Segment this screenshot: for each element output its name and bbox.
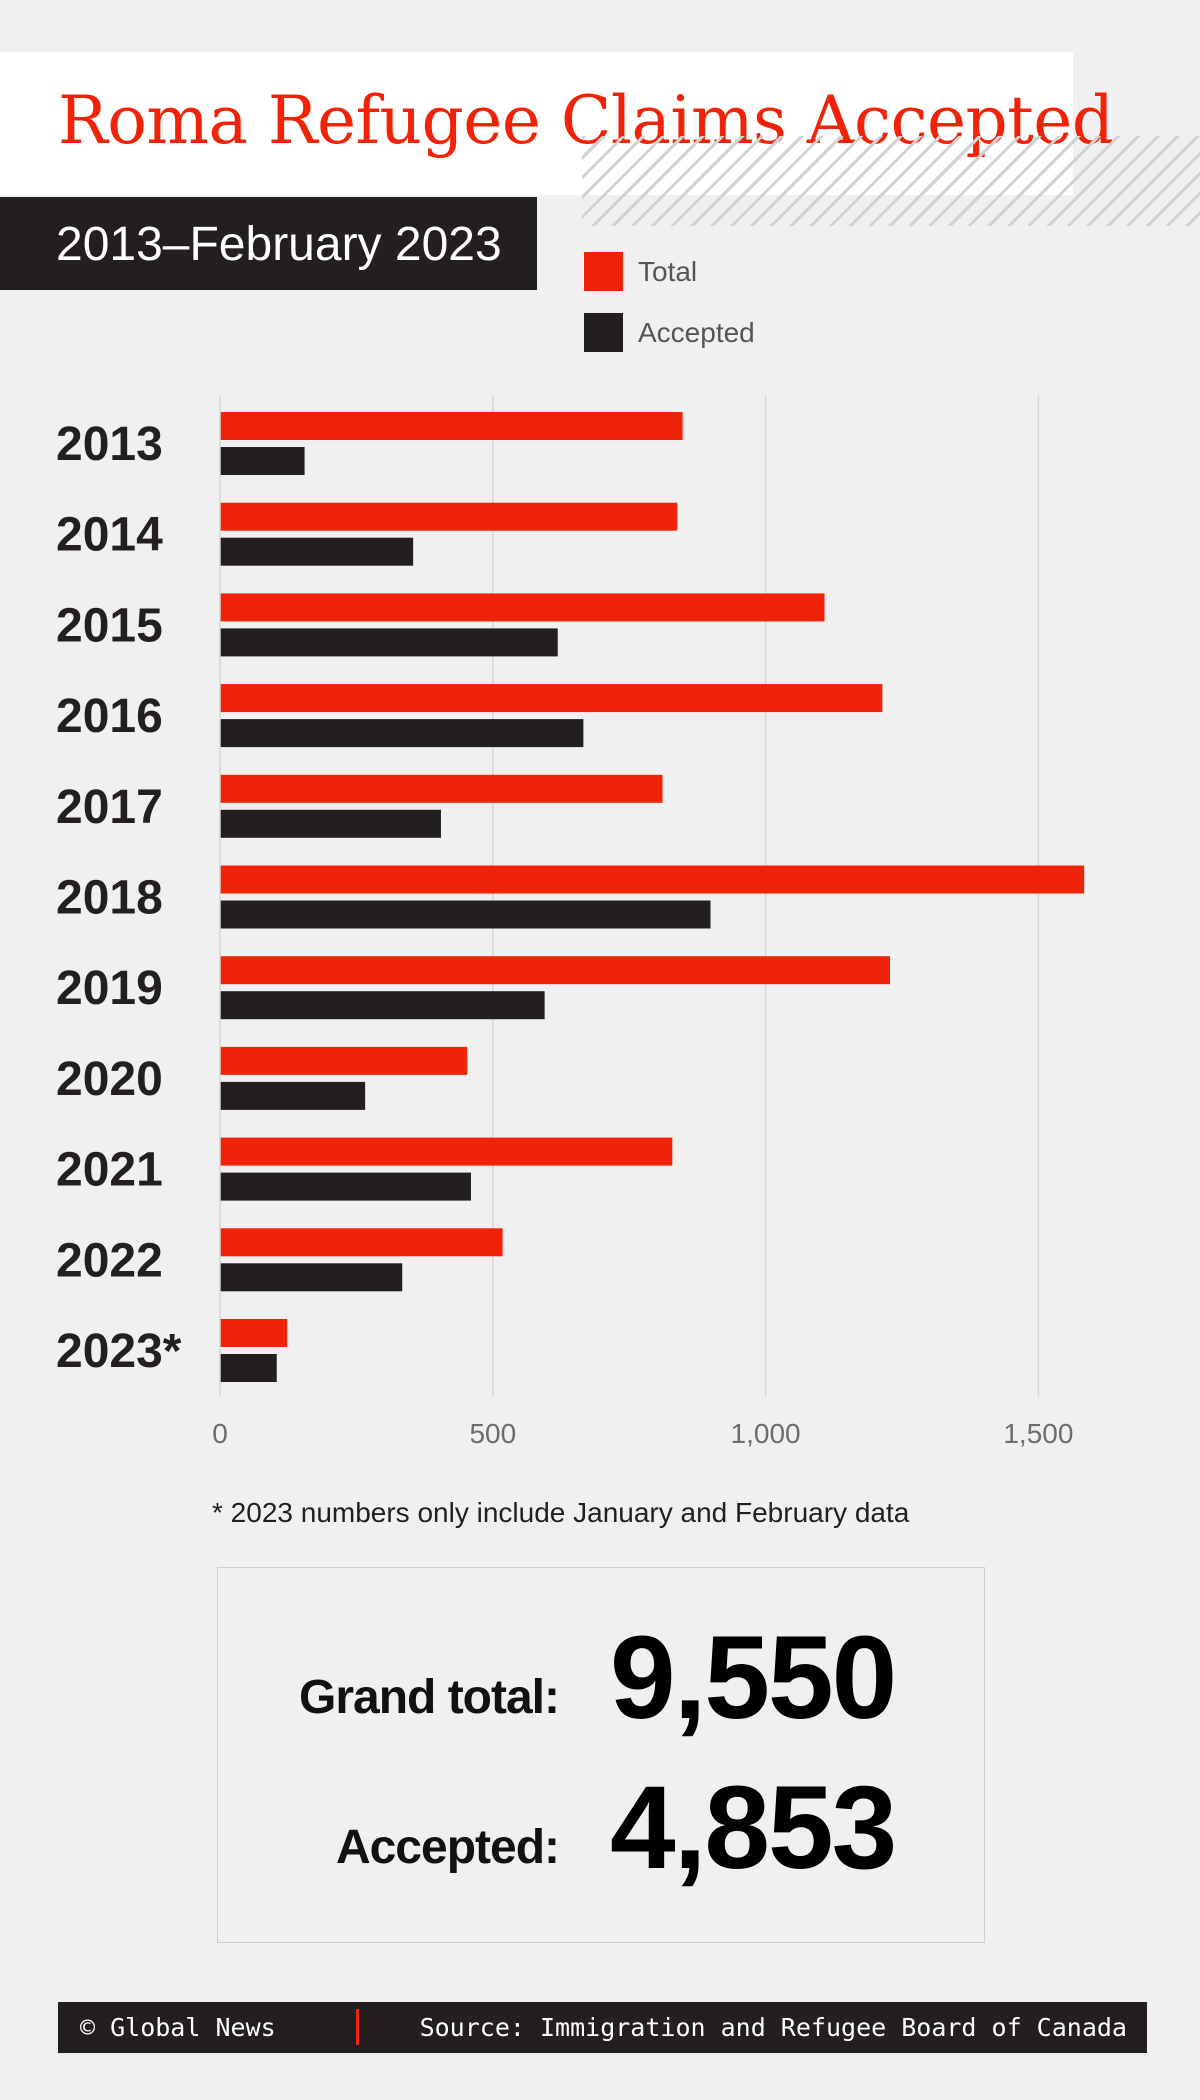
- y-category-label: 2015: [56, 599, 163, 652]
- bar-chart: 0 500 1,000 1,500 2013 2014 2015 2016 2017 2018 20…: [56, 396, 1085, 1449]
- bar-accepted-2015: [220, 628, 558, 657]
- credit-text: © Global News: [80, 2013, 276, 2042]
- bar-accepted-2023: [220, 1354, 277, 1382]
- bar-accepted-2019: [220, 991, 545, 1020]
- bar-total-2018: [220, 865, 1085, 894]
- hatch-decoration: [582, 136, 1200, 226]
- summary-box: Grand total: 9,550 Accepted: 4,853: [217, 1567, 985, 1943]
- accepted-label: Accepted:: [335, 1821, 560, 1874]
- bar-total-2019: [220, 956, 890, 985]
- grand-total-value: 9,550: [610, 1612, 897, 1744]
- source-text: Source: Immigration and Refugee Board of…: [419, 2013, 1127, 2042]
- y-category-label: 2017: [56, 781, 163, 834]
- y-category-label: 2023*: [56, 1325, 182, 1378]
- y-category-label: 2021: [56, 1144, 163, 1197]
- footer-divider: [356, 2009, 359, 2045]
- footer-bar: © Global News Source: Immigration and Re…: [58, 2002, 1147, 2053]
- y-category-label: 2013: [56, 418, 163, 471]
- bar-accepted-2018: [220, 900, 711, 929]
- y-category-label: 2019: [56, 962, 163, 1015]
- legend-swatch-total: [584, 252, 623, 291]
- y-category-label: 2020: [56, 1053, 163, 1106]
- y-category-label: 2014: [56, 509, 163, 562]
- x-tick-label: 1,500: [1003, 1418, 1073, 1449]
- bar-total-2013: [220, 412, 683, 440]
- bar-accepted-2017: [220, 809, 441, 838]
- y-category-label: 2022: [56, 1234, 163, 1287]
- bar-accepted-2021: [220, 1172, 471, 1201]
- bar-accepted-2016: [220, 719, 584, 748]
- bar-total-2014: [220, 502, 678, 531]
- bar-total-2017: [220, 774, 663, 803]
- y-category-label: 2016: [56, 690, 163, 743]
- bar-total-2023: [220, 1319, 288, 1347]
- x-tick-label: 1,000: [731, 1418, 801, 1449]
- legend-label-total: Total: [638, 256, 698, 287]
- x-tick-label: 0: [212, 1418, 228, 1449]
- legend-swatch-accepted: [584, 313, 623, 352]
- bar-total-2016: [220, 684, 883, 713]
- x-tick-label: 500: [469, 1418, 516, 1449]
- bar-total-2022: [220, 1228, 503, 1257]
- grand-total-label: Grand total:: [299, 1671, 560, 1724]
- bar-total-2020: [220, 1046, 468, 1075]
- bar-accepted-2022: [220, 1263, 403, 1292]
- bar-accepted-2020: [220, 1081, 366, 1110]
- accepted-value: 4,853: [610, 1762, 897, 1894]
- footnote: * 2023 numbers only include January and …: [212, 1497, 910, 1528]
- date-range-subtitle: 2013–February 2023: [56, 218, 502, 271]
- subtitle-banner: 2013–February 2023: [0, 197, 537, 290]
- legend-label-accepted: Accepted: [638, 317, 755, 348]
- bar-accepted-2013: [220, 447, 305, 475]
- bar-total-2015: [220, 593, 825, 622]
- title-banner: Roma Refugee Claims Accepted: [0, 52, 1114, 195]
- bar-accepted-2014: [220, 537, 414, 566]
- bar-total-2021: [220, 1137, 673, 1166]
- y-category-label: 2018: [56, 872, 163, 925]
